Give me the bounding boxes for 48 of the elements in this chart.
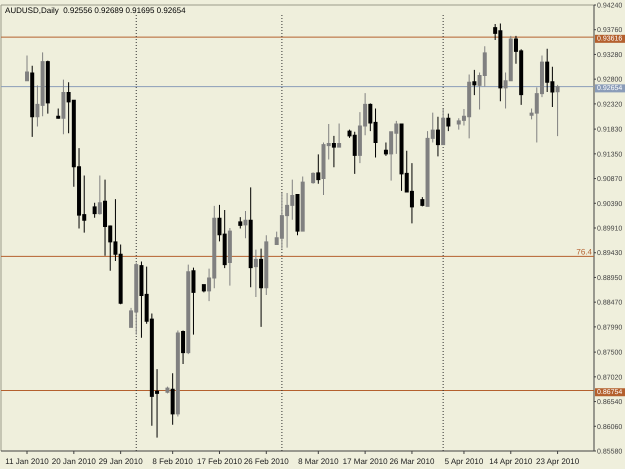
candlestick	[441, 108, 446, 146]
chart-title: AUDUSD,Daily 0.92556 0.92689 0.91695 0.92654	[5, 6, 186, 15]
x-tick-label: 29 Jan 2010	[98, 457, 144, 466]
candlestick	[259, 248, 264, 328]
candlestick	[202, 284, 206, 293]
x-tick-label: 5 Apr 2010	[444, 457, 484, 466]
candlestick	[316, 154, 320, 184]
candlestick	[556, 84, 560, 137]
x-tick-label: 11 Jan 2010	[5, 457, 50, 466]
candlestick	[332, 135, 336, 168]
x-tick-label: 8 Feb 2010	[152, 457, 194, 466]
candlestick	[337, 122, 342, 148]
candlestick	[170, 372, 175, 426]
candlestick	[436, 116, 440, 157]
candlestick	[296, 194, 300, 236]
x-tick-label: 17 Feb 2010	[197, 457, 242, 466]
candlestick	[176, 330, 180, 417]
x-tick-label: 23 Apr 2010	[536, 457, 580, 466]
candlestick	[238, 216, 242, 230]
candlestick	[25, 54, 30, 82]
x-tick-label: 17 Mar 2010	[342, 457, 388, 466]
x-tick-label: 26 Mar 2010	[389, 457, 435, 466]
candlestick	[98, 174, 102, 216]
candlestick	[254, 249, 258, 298]
candlestick	[248, 186, 253, 288]
candlestick	[243, 210, 248, 239]
candlestick	[92, 202, 97, 218]
candlestick	[191, 267, 196, 336]
candlestick	[46, 60, 50, 114]
x-tick-label: 8 Mar 2010	[298, 457, 340, 466]
candlestick	[186, 264, 190, 355]
candlestick	[311, 172, 316, 184]
candlestick	[446, 113, 450, 132]
candlestick	[56, 108, 60, 120]
x-tick-label: 20 Jan 2010	[52, 457, 96, 466]
candlestick	[300, 176, 305, 232]
candlestick	[228, 228, 232, 286]
candlestick	[420, 196, 424, 207]
candlestick	[30, 65, 34, 138]
candlestick	[181, 330, 186, 364]
candlestick	[264, 234, 268, 296]
annotation: 76.4	[576, 247, 593, 256]
x-tick-label: 26 Feb 2010	[244, 457, 290, 466]
candlestick	[165, 386, 170, 394]
x-tick-label: 14 Apr 2010	[489, 457, 533, 466]
candlestick	[384, 142, 388, 156]
candlestick	[472, 69, 476, 96]
candlestick	[61, 79, 66, 135]
